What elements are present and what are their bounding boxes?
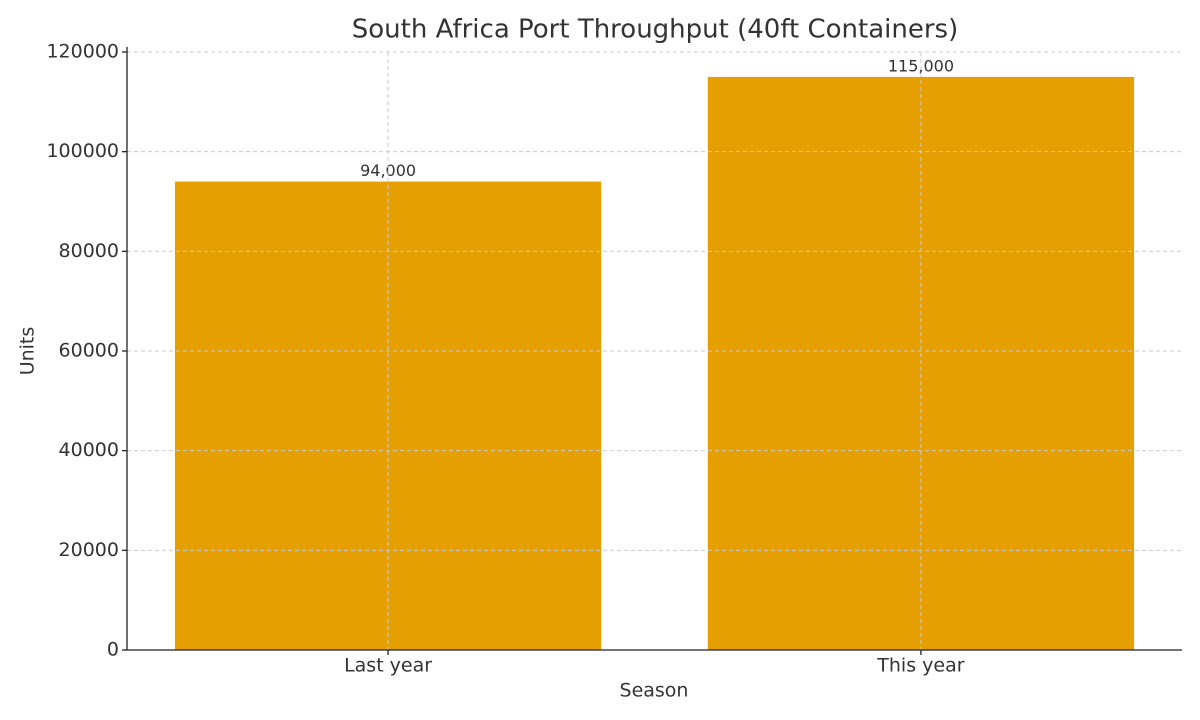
y-tick-label: 20000 — [59, 539, 119, 561]
y-tick-label: 100000 — [46, 140, 119, 162]
chart-title: South Africa Port Throughput (40ft Conta… — [352, 15, 958, 45]
data-label: 94,000 — [360, 161, 416, 180]
x-tick-label: Last year — [344, 655, 432, 677]
y-tick-label: 120000 — [46, 41, 119, 63]
y-tick-label: 0 — [107, 639, 119, 661]
y-tick-label: 60000 — [59, 340, 119, 362]
y-axis-label: Units — [17, 327, 39, 376]
data-label: 115,000 — [888, 56, 954, 75]
x-axis-label: Season — [620, 680, 689, 702]
y-tick-label: 80000 — [59, 240, 119, 262]
y-tick-label: 40000 — [59, 439, 119, 461]
x-tick-label: This year — [876, 655, 964, 677]
